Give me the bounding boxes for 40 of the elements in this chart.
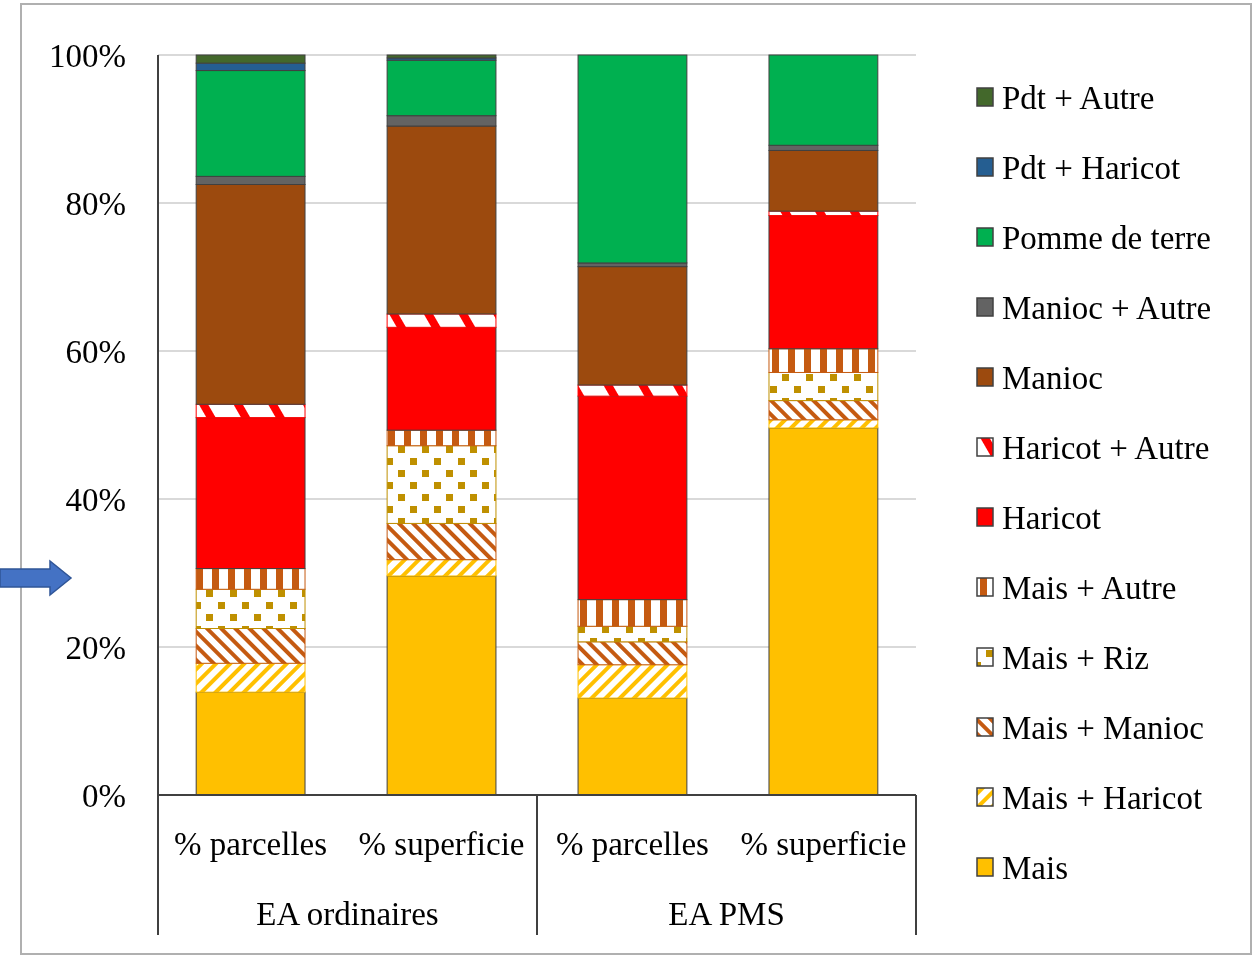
y-tick-label: 0% xyxy=(82,777,126,814)
text: EA ordinaires xyxy=(256,896,439,932)
bar xyxy=(195,628,306,664)
legend-label: Haricot + Autre xyxy=(1002,429,1210,466)
bar xyxy=(768,400,879,421)
legend-label: Manioc + Autre xyxy=(1002,289,1212,326)
legend-label: Mais + Manioc xyxy=(1002,709,1204,746)
bar xyxy=(768,371,879,402)
bar xyxy=(577,54,688,264)
bar xyxy=(577,625,688,643)
bar xyxy=(577,641,688,666)
x-tick-label: % parcelles xyxy=(174,826,328,862)
y-tick-label: 40% xyxy=(65,481,126,518)
y-tick-label: 20% xyxy=(65,629,126,666)
text: EA PMS xyxy=(668,896,785,932)
bar xyxy=(386,522,497,561)
legend-label: Manioc xyxy=(1002,359,1103,396)
legend-label: Pdt + Haricot xyxy=(1002,149,1181,186)
x-tick-label: % superficie xyxy=(740,826,907,862)
y-tick-label: 80% xyxy=(65,185,126,222)
bar xyxy=(768,348,879,373)
bar xyxy=(386,429,497,447)
legend-label: Mais + Riz xyxy=(1002,639,1149,676)
bar xyxy=(768,215,879,350)
y-tick-label: 60% xyxy=(65,333,126,370)
legend-label: Mais xyxy=(1002,849,1068,886)
bar xyxy=(768,149,879,212)
bar xyxy=(577,266,688,386)
legend-label: Pdt + Autre xyxy=(1002,79,1155,116)
bar xyxy=(577,599,688,627)
bar xyxy=(195,588,306,629)
x-tick-label: % superficie xyxy=(358,826,525,862)
y-tick-label: 100% xyxy=(49,37,126,74)
legend-label: Mais + Autre xyxy=(1002,569,1177,606)
bar xyxy=(386,445,497,524)
legend-label: Haricot xyxy=(1002,499,1101,536)
legend-label: Pomme de terre xyxy=(1002,219,1211,256)
bar xyxy=(195,568,306,590)
x-tick-label: % parcelles xyxy=(555,826,709,862)
legend-label: Mais + Haricot xyxy=(1002,779,1203,816)
